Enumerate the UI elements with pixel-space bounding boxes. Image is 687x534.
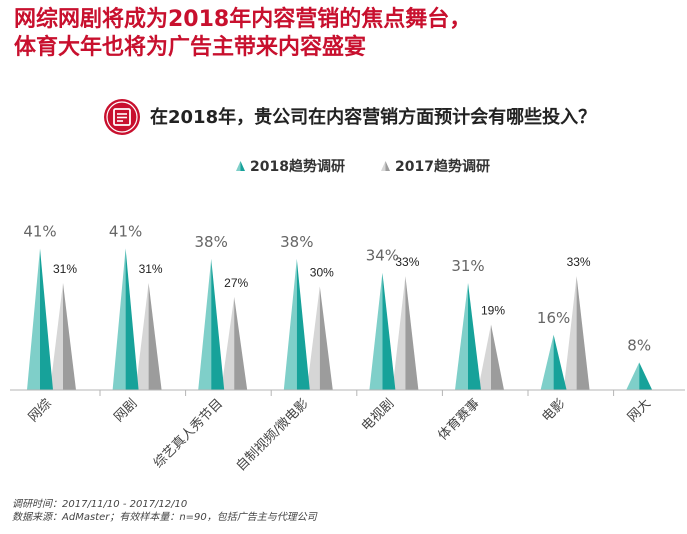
- data-label-2018: 8%: [627, 336, 651, 354]
- bar-2017: [563, 276, 590, 390]
- legend-label-2017: 2017趋势调研: [395, 159, 490, 175]
- category-label: 电影: [539, 396, 568, 425]
- data-label-2017: 31%: [53, 262, 77, 276]
- bar-2018: [455, 283, 481, 390]
- bar-2018: [540, 334, 567, 390]
- chart-legend: 2018趋势调研 2017趋势调研: [0, 156, 687, 176]
- data-label-2017: 19%: [481, 303, 505, 317]
- category-label: 自制视频/微电影: [234, 396, 312, 474]
- data-label-2018: 38%: [280, 233, 313, 251]
- headline: 网综网剧将成为2018年内容营销的焦点舞台， 体育大年也将为广告主带来内容盛宴: [14, 6, 471, 62]
- data-label-2018: 41%: [23, 223, 56, 241]
- headline-line-2: 体育大年也将为广告主带来内容盛宴: [14, 35, 367, 60]
- data-label-2017: 27%: [224, 276, 248, 290]
- survey-question: 在2018年，贵公司在内容营销方面预计会有哪些投入？: [150, 107, 597, 128]
- source-note: 调研时间：2017/11/10 - 2017/12/10 数据来源：AdMast…: [12, 498, 317, 524]
- bar-2017: [50, 283, 76, 390]
- bar-2017: [221, 296, 248, 390]
- data-label-2017: 30%: [310, 266, 334, 280]
- category-label: 体育赛事: [435, 396, 483, 444]
- bar-2017: [306, 286, 333, 390]
- legend-item-2018: 2018趋势调研: [236, 156, 345, 176]
- survey-period: 调研时间：2017/11/10 - 2017/12/10: [12, 499, 188, 510]
- bar-2017: [478, 324, 504, 390]
- gray-triangle-icon: [381, 161, 390, 171]
- data-label-2018: 34%: [366, 247, 399, 265]
- teal-triangle-icon: [236, 161, 245, 171]
- bar-2017: [135, 283, 162, 390]
- data-source: 数据来源：AdMaster；有效样本量：n=90，包括广告主与代理公司: [12, 512, 317, 523]
- data-label-2018: 41%: [109, 223, 142, 241]
- bar-2018: [27, 248, 53, 390]
- data-label-2017: 33%: [395, 255, 419, 269]
- bar-2018: [369, 272, 396, 390]
- survey-icon: [104, 99, 140, 135]
- data-label-2018: 16%: [537, 309, 570, 327]
- category-label: 综艺真人秀节目: [151, 396, 226, 471]
- bar-2017: [392, 276, 419, 390]
- data-label-2018: 38%: [195, 233, 228, 251]
- data-label-2017: 33%: [567, 255, 591, 269]
- category-label: 电视剧: [359, 396, 397, 434]
- legend-item-2017: 2017趋势调研: [381, 156, 490, 176]
- category-label: 网大: [625, 396, 654, 425]
- bar-2018: [198, 258, 225, 390]
- headline-line-1: 网综网剧将成为2018年内容营销的焦点舞台，: [14, 7, 472, 32]
- bar-2018: [283, 258, 310, 390]
- category-label: 网剧: [111, 396, 140, 425]
- bar-2018: [112, 248, 139, 390]
- bar-2018: [626, 362, 653, 390]
- legend-label-2018: 2018趋势调研: [250, 159, 345, 175]
- category-label: 网综: [26, 396, 55, 425]
- data-label-2017: 31%: [139, 262, 163, 276]
- data-label-2018: 31%: [451, 257, 484, 275]
